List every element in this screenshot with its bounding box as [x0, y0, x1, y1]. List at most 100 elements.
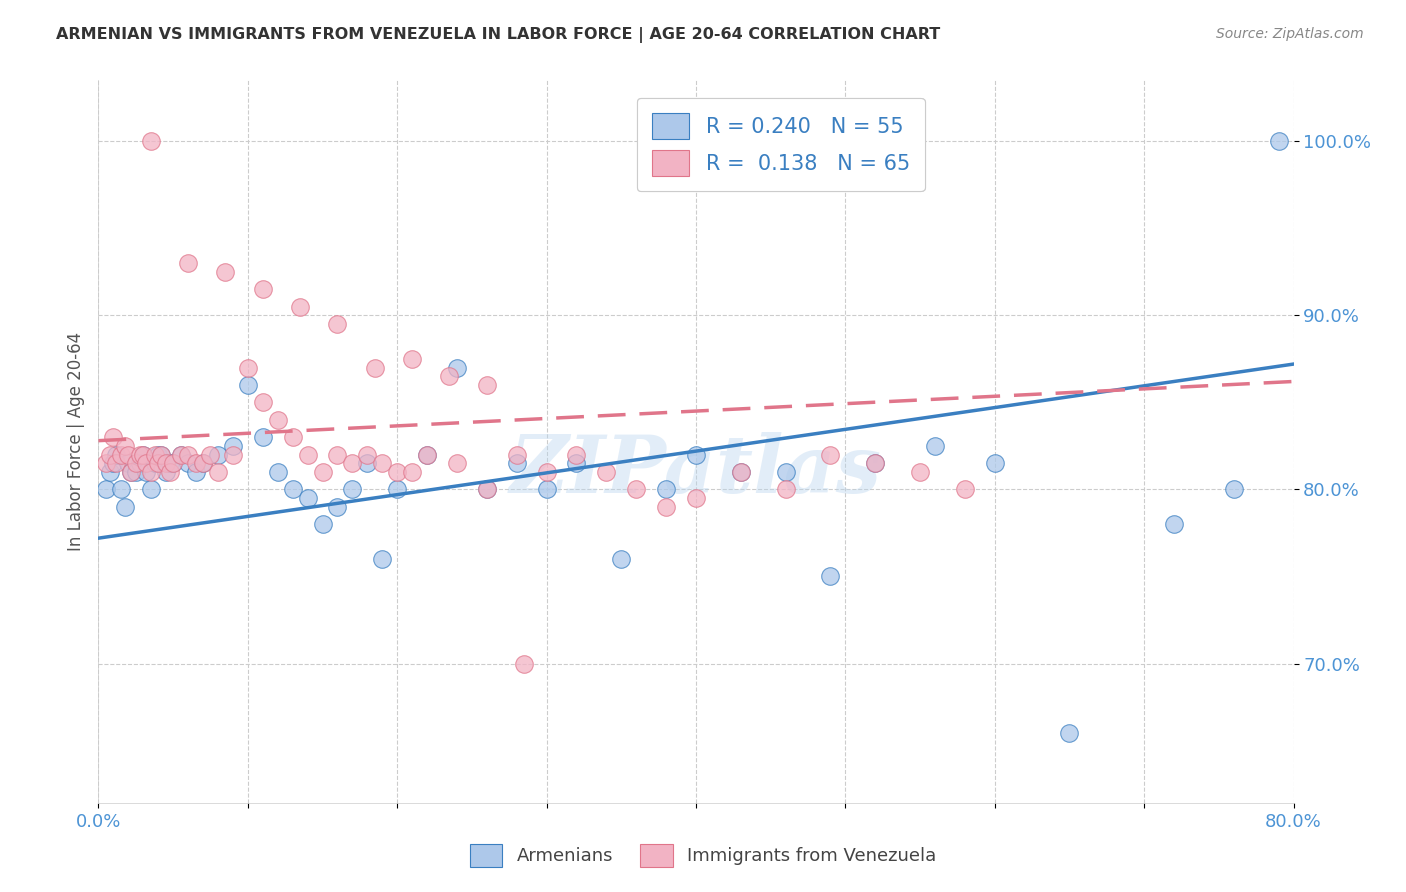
- Point: [626, 483, 648, 497]
- Point: [94, 456, 117, 470]
- Point: [536, 483, 558, 497]
- Point: [371, 552, 394, 566]
- Point: [342, 483, 364, 497]
- Text: Source: ZipAtlas.com: Source: ZipAtlas.com: [1216, 27, 1364, 41]
- Legend: Armenians, Immigrants from Venezuela: Armenians, Immigrants from Venezuela: [463, 837, 943, 874]
- Point: [169, 448, 191, 462]
- Point: [132, 448, 155, 462]
- Point: [105, 448, 128, 462]
- Point: [1163, 517, 1185, 532]
- Point: [162, 456, 184, 470]
- Point: [1267, 134, 1289, 148]
- Point: [129, 456, 152, 470]
- Point: [311, 465, 333, 479]
- Point: [98, 448, 122, 462]
- Point: [513, 657, 536, 671]
- Text: ZIPatlas: ZIPatlas: [510, 432, 882, 509]
- Point: [125, 456, 148, 470]
- Point: [143, 448, 166, 462]
- Point: [155, 456, 177, 470]
- Point: [356, 448, 378, 462]
- Point: [924, 439, 946, 453]
- Point: [364, 360, 387, 375]
- Point: [1223, 483, 1246, 497]
- Point: [105, 456, 128, 470]
- Point: [401, 465, 423, 479]
- Point: [267, 413, 290, 427]
- Point: [98, 465, 122, 479]
- Point: [416, 448, 439, 462]
- Point: [356, 456, 378, 470]
- Point: [125, 465, 148, 479]
- Legend: R = 0.240   N = 55, R =  0.138   N = 65: R = 0.240 N = 55, R = 0.138 N = 65: [637, 98, 925, 191]
- Point: [446, 360, 468, 375]
- Point: [120, 465, 142, 479]
- Point: [159, 465, 181, 479]
- Point: [984, 456, 1007, 470]
- Point: [143, 456, 166, 470]
- Point: [207, 448, 229, 462]
- Point: [311, 517, 333, 532]
- Point: [236, 360, 259, 375]
- Point: [820, 448, 842, 462]
- Point: [446, 456, 468, 470]
- Point: [184, 465, 207, 479]
- Point: [177, 448, 200, 462]
- Point: [155, 465, 177, 479]
- Point: [207, 465, 229, 479]
- Point: [775, 465, 797, 479]
- Point: [236, 378, 259, 392]
- Point: [820, 569, 842, 583]
- Point: [159, 456, 181, 470]
- Point: [439, 369, 461, 384]
- Point: [110, 483, 132, 497]
- Point: [110, 448, 132, 462]
- Point: [114, 439, 136, 453]
- Point: [281, 483, 304, 497]
- Point: [103, 456, 125, 470]
- Point: [506, 456, 529, 470]
- Point: [326, 448, 349, 462]
- Point: [281, 430, 304, 444]
- Point: [169, 448, 191, 462]
- Point: [139, 483, 162, 497]
- Point: [953, 483, 976, 497]
- Point: [297, 448, 319, 462]
- Point: [117, 448, 139, 462]
- Point: [655, 500, 678, 514]
- Point: [506, 448, 529, 462]
- Point: [326, 317, 349, 331]
- Point: [865, 456, 887, 470]
- Point: [222, 448, 245, 462]
- Point: [103, 430, 125, 444]
- Point: [475, 483, 498, 497]
- Point: [135, 465, 157, 479]
- Point: [865, 456, 887, 470]
- Point: [1059, 726, 1081, 740]
- Point: [685, 448, 707, 462]
- Point: [252, 395, 274, 409]
- Point: [326, 500, 349, 514]
- Point: [416, 448, 439, 462]
- Point: [184, 456, 207, 470]
- Point: [214, 265, 236, 279]
- Point: [385, 483, 409, 497]
- Point: [148, 456, 170, 470]
- Point: [162, 456, 184, 470]
- Point: [148, 448, 170, 462]
- Point: [775, 483, 797, 497]
- Point: [150, 448, 173, 462]
- Point: [730, 465, 752, 479]
- Point: [371, 456, 394, 470]
- Point: [385, 465, 409, 479]
- Point: [297, 491, 319, 505]
- Point: [150, 448, 173, 462]
- Point: [565, 448, 588, 462]
- Point: [132, 448, 155, 462]
- Point: [117, 456, 139, 470]
- Point: [200, 448, 222, 462]
- Point: [120, 465, 142, 479]
- Point: [177, 256, 200, 270]
- Point: [655, 483, 678, 497]
- Point: [908, 465, 931, 479]
